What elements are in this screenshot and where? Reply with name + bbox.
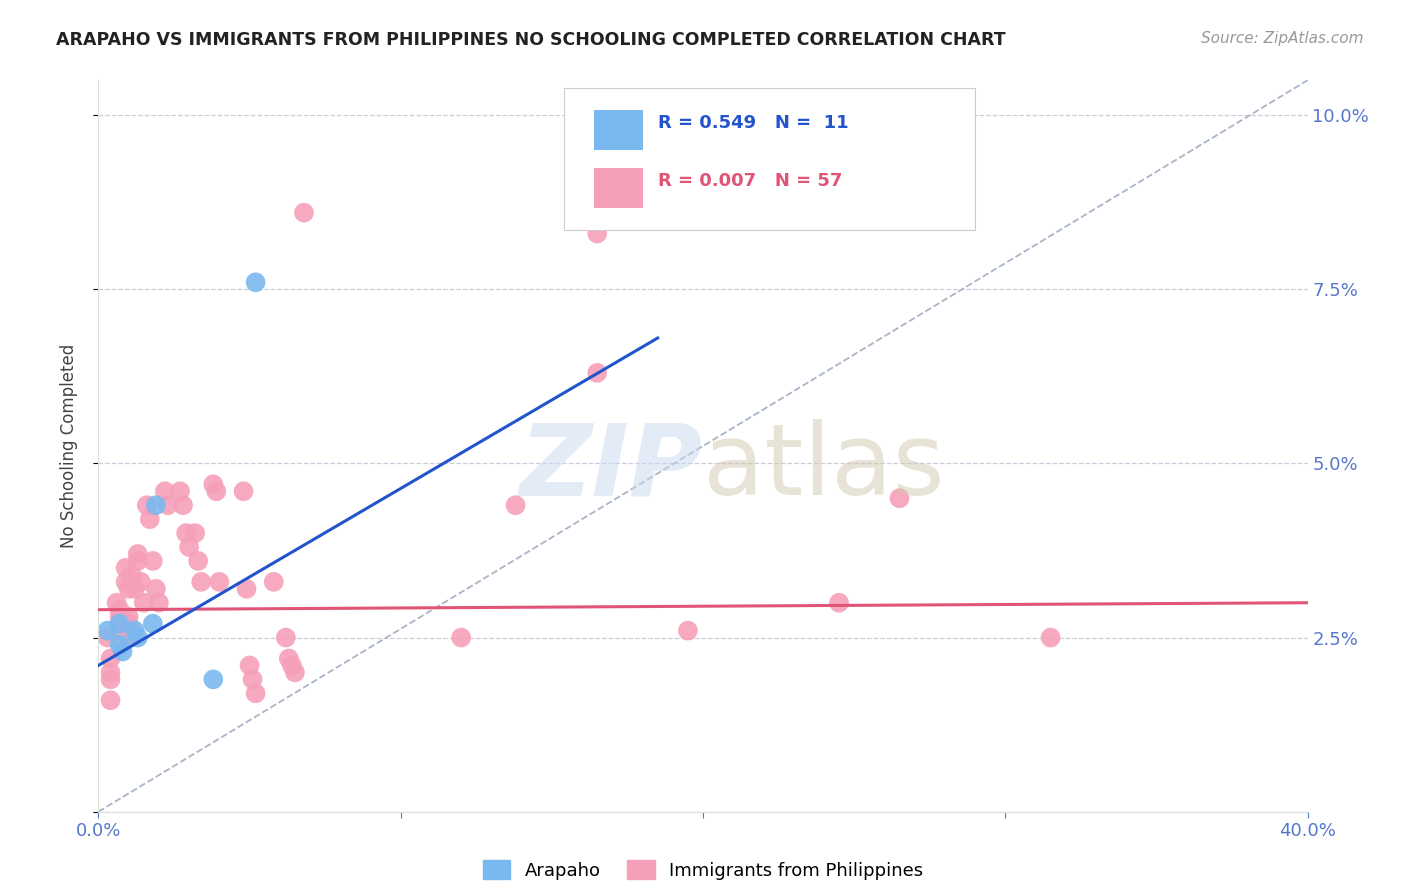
Text: R = 0.007   N = 57: R = 0.007 N = 57: [658, 172, 842, 190]
Point: [828, 596, 851, 610]
Point: [202, 477, 225, 491]
Point: [108, 616, 131, 631]
Point: [100, 665, 122, 680]
Point: [889, 491, 911, 506]
Point: [127, 631, 149, 645]
Point: [239, 658, 262, 673]
Point: [96, 631, 118, 645]
Point: [184, 526, 207, 541]
Point: [111, 624, 134, 638]
Point: [586, 366, 609, 380]
Bar: [595, 110, 643, 150]
Point: [174, 526, 197, 541]
Point: [127, 547, 149, 561]
Point: [129, 574, 152, 589]
Point: [124, 624, 146, 638]
Point: [169, 484, 191, 499]
Point: [142, 616, 165, 631]
Point: [1039, 631, 1062, 645]
Point: [118, 616, 141, 631]
Point: [100, 693, 122, 707]
Point: [127, 554, 149, 568]
Point: [277, 651, 299, 665]
Point: [172, 498, 194, 512]
Point: [145, 582, 167, 596]
Point: [187, 554, 209, 568]
Point: [284, 665, 307, 680]
Point: [121, 567, 143, 582]
Point: [263, 574, 285, 589]
Y-axis label: No Schooling Completed: No Schooling Completed: [59, 344, 77, 548]
Point: [274, 631, 297, 645]
Text: atlas: atlas: [703, 419, 945, 516]
Text: Source: ZipAtlas.com: Source: ZipAtlas.com: [1201, 31, 1364, 46]
Point: [114, 561, 136, 575]
Point: [235, 582, 257, 596]
Point: [156, 498, 179, 512]
Point: [135, 498, 157, 512]
Point: [179, 540, 201, 554]
Point: [118, 609, 141, 624]
Text: R = 0.549   N =  11: R = 0.549 N = 11: [658, 113, 849, 132]
Point: [100, 651, 122, 665]
Point: [132, 596, 155, 610]
Point: [190, 574, 212, 589]
Point: [111, 644, 134, 658]
Point: [148, 596, 170, 610]
Point: [108, 609, 131, 624]
Point: [108, 638, 131, 652]
Point: [232, 484, 254, 499]
Point: [124, 582, 146, 596]
Point: [281, 658, 304, 673]
Bar: [595, 168, 643, 209]
Point: [142, 554, 165, 568]
Point: [108, 603, 131, 617]
Text: ARAPAHO VS IMMIGRANTS FROM PHILIPPINES NO SCHOOLING COMPLETED CORRELATION CHART: ARAPAHO VS IMMIGRANTS FROM PHILIPPINES N…: [56, 31, 1005, 49]
Point: [100, 673, 122, 687]
Point: [245, 275, 267, 289]
Point: [505, 498, 527, 512]
Text: ZIP: ZIP: [520, 419, 703, 516]
Legend: Arapaho, Immigrants from Philippines: Arapaho, Immigrants from Philippines: [475, 853, 931, 887]
FancyBboxPatch shape: [564, 87, 976, 230]
Point: [118, 582, 141, 596]
Point: [450, 631, 472, 645]
Point: [202, 673, 225, 687]
Point: [208, 574, 231, 589]
Point: [586, 227, 609, 241]
Point: [676, 624, 699, 638]
Point: [205, 484, 228, 499]
Point: [118, 631, 141, 645]
Point: [242, 673, 264, 687]
Point: [586, 205, 609, 219]
Point: [139, 512, 162, 526]
Point: [114, 574, 136, 589]
Point: [245, 686, 267, 700]
Point: [105, 596, 128, 610]
Point: [153, 484, 176, 499]
Point: [145, 498, 167, 512]
Point: [292, 205, 315, 219]
Point: [96, 624, 118, 638]
